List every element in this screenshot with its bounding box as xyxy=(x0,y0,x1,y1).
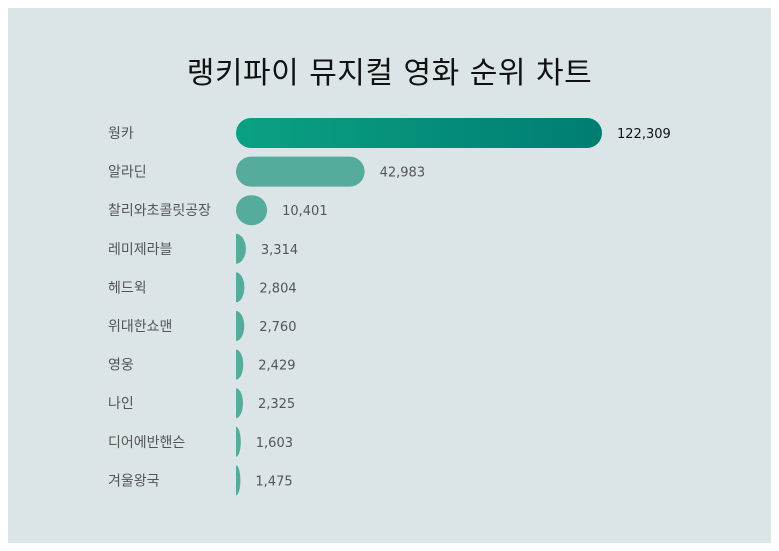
bar xyxy=(236,426,241,457)
bar xyxy=(236,233,246,264)
value-label: 122,309 xyxy=(617,127,671,142)
value-label: 42,983 xyxy=(380,166,426,181)
bar xyxy=(236,195,268,226)
category-label: 웡카 xyxy=(108,126,134,142)
value-label: 2,325 xyxy=(258,397,295,412)
category-label: 레미제라블 xyxy=(108,242,173,258)
category-label: 디어에반핸슨 xyxy=(108,435,185,451)
chart-title: 랭키파이 뮤지컬 영화 순위 차트 xyxy=(186,56,593,91)
category-label: 나인 xyxy=(108,396,134,412)
chart-panel xyxy=(8,8,771,543)
bar xyxy=(236,465,241,496)
bar xyxy=(236,156,365,187)
bar xyxy=(236,272,245,303)
category-label: 위대한쇼맨 xyxy=(108,319,172,335)
category-label: 영웅 xyxy=(108,358,134,374)
value-label: 10,401 xyxy=(282,204,328,219)
bar xyxy=(236,311,245,341)
bar xyxy=(236,118,602,148)
value-label: 1,603 xyxy=(256,436,293,451)
bar xyxy=(236,388,243,419)
value-label: 3,314 xyxy=(261,243,298,258)
value-label: 1,475 xyxy=(255,474,292,489)
category-label: 헤드윅 xyxy=(108,280,147,296)
bar xyxy=(236,349,244,380)
value-label: 2,429 xyxy=(258,359,295,374)
category-label: 겨울왕국 xyxy=(108,473,160,489)
value-label: 2,760 xyxy=(259,320,296,335)
category-label: 찰리와초콜릿공장 xyxy=(108,203,211,219)
category-label: 알라딘 xyxy=(108,165,147,181)
value-label: 2,804 xyxy=(259,281,296,296)
